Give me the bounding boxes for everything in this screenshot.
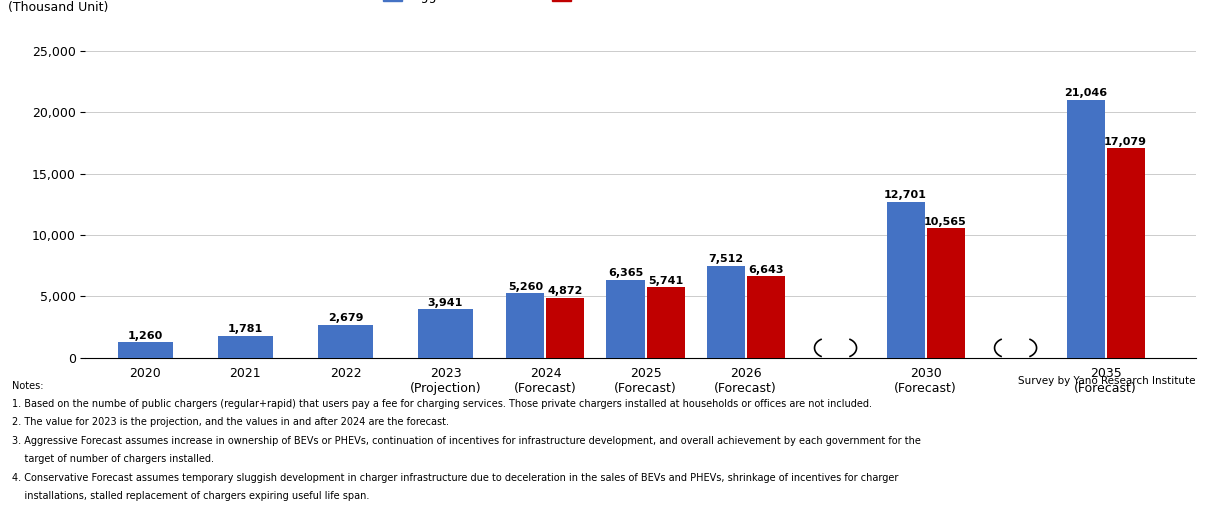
Bar (747, 276, 784, 358)
Text: 10,565: 10,565 (925, 217, 967, 227)
Text: 3,941: 3,941 (428, 298, 464, 308)
Text: 1,260: 1,260 (128, 331, 163, 341)
Bar (506, 293, 544, 358)
Text: 2,679: 2,679 (328, 313, 364, 323)
Text: (Thousand Unit): (Thousand Unit) (7, 2, 109, 14)
Bar (1066, 100, 1104, 358)
Bar (547, 298, 584, 358)
Legend: Aggressive Forecast, Conservative Forecast: Aggressive Forecast, Conservative Foreca… (383, 0, 721, 3)
Text: Notes:: Notes: (12, 381, 44, 391)
Bar (318, 325, 373, 358)
Text: 3. Aggressive Forecast assumes increase in ownership of BEVs or PHEVs, continuat: 3. Aggressive Forecast assumes increase … (12, 436, 921, 446)
Bar (418, 309, 473, 358)
Text: 1,781: 1,781 (228, 324, 264, 334)
Bar (887, 202, 925, 358)
Bar (706, 266, 744, 358)
Bar (1107, 148, 1144, 358)
Text: 5,741: 5,741 (648, 276, 683, 286)
Bar (118, 342, 173, 358)
Text: 5,260: 5,260 (508, 282, 543, 292)
Text: 4. Conservative Forecast assumes temporary sluggish development in charger infra: 4. Conservative Forecast assumes tempora… (12, 473, 899, 483)
Text: target of number of chargers installed.: target of number of chargers installed. (12, 454, 215, 464)
Text: installations, stalled replacement of chargers expiring useful life span.: installations, stalled replacement of ch… (12, 491, 370, 501)
Text: Survey by Yano Research Institute: Survey by Yano Research Institute (1019, 376, 1196, 386)
Bar (606, 280, 644, 358)
Text: 6,643: 6,643 (748, 265, 783, 275)
Text: 2. The value for 2023 is the projection, and the values in and after 2024 are th: 2. The value for 2023 is the projection,… (12, 417, 449, 428)
Text: 12,701: 12,701 (884, 191, 927, 200)
Text: 21,046: 21,046 (1064, 88, 1107, 98)
Bar (218, 336, 273, 358)
Bar (926, 228, 965, 358)
Text: 6,365: 6,365 (608, 268, 643, 278)
Text: 17,079: 17,079 (1104, 137, 1147, 147)
Text: 1. Based on the numbe of public chargers (regular+rapid) that users pay a fee fo: 1. Based on the numbe of public chargers… (12, 399, 872, 409)
Text: 7,512: 7,512 (708, 254, 743, 264)
Bar (647, 287, 684, 358)
Text: 4,872: 4,872 (548, 287, 583, 296)
